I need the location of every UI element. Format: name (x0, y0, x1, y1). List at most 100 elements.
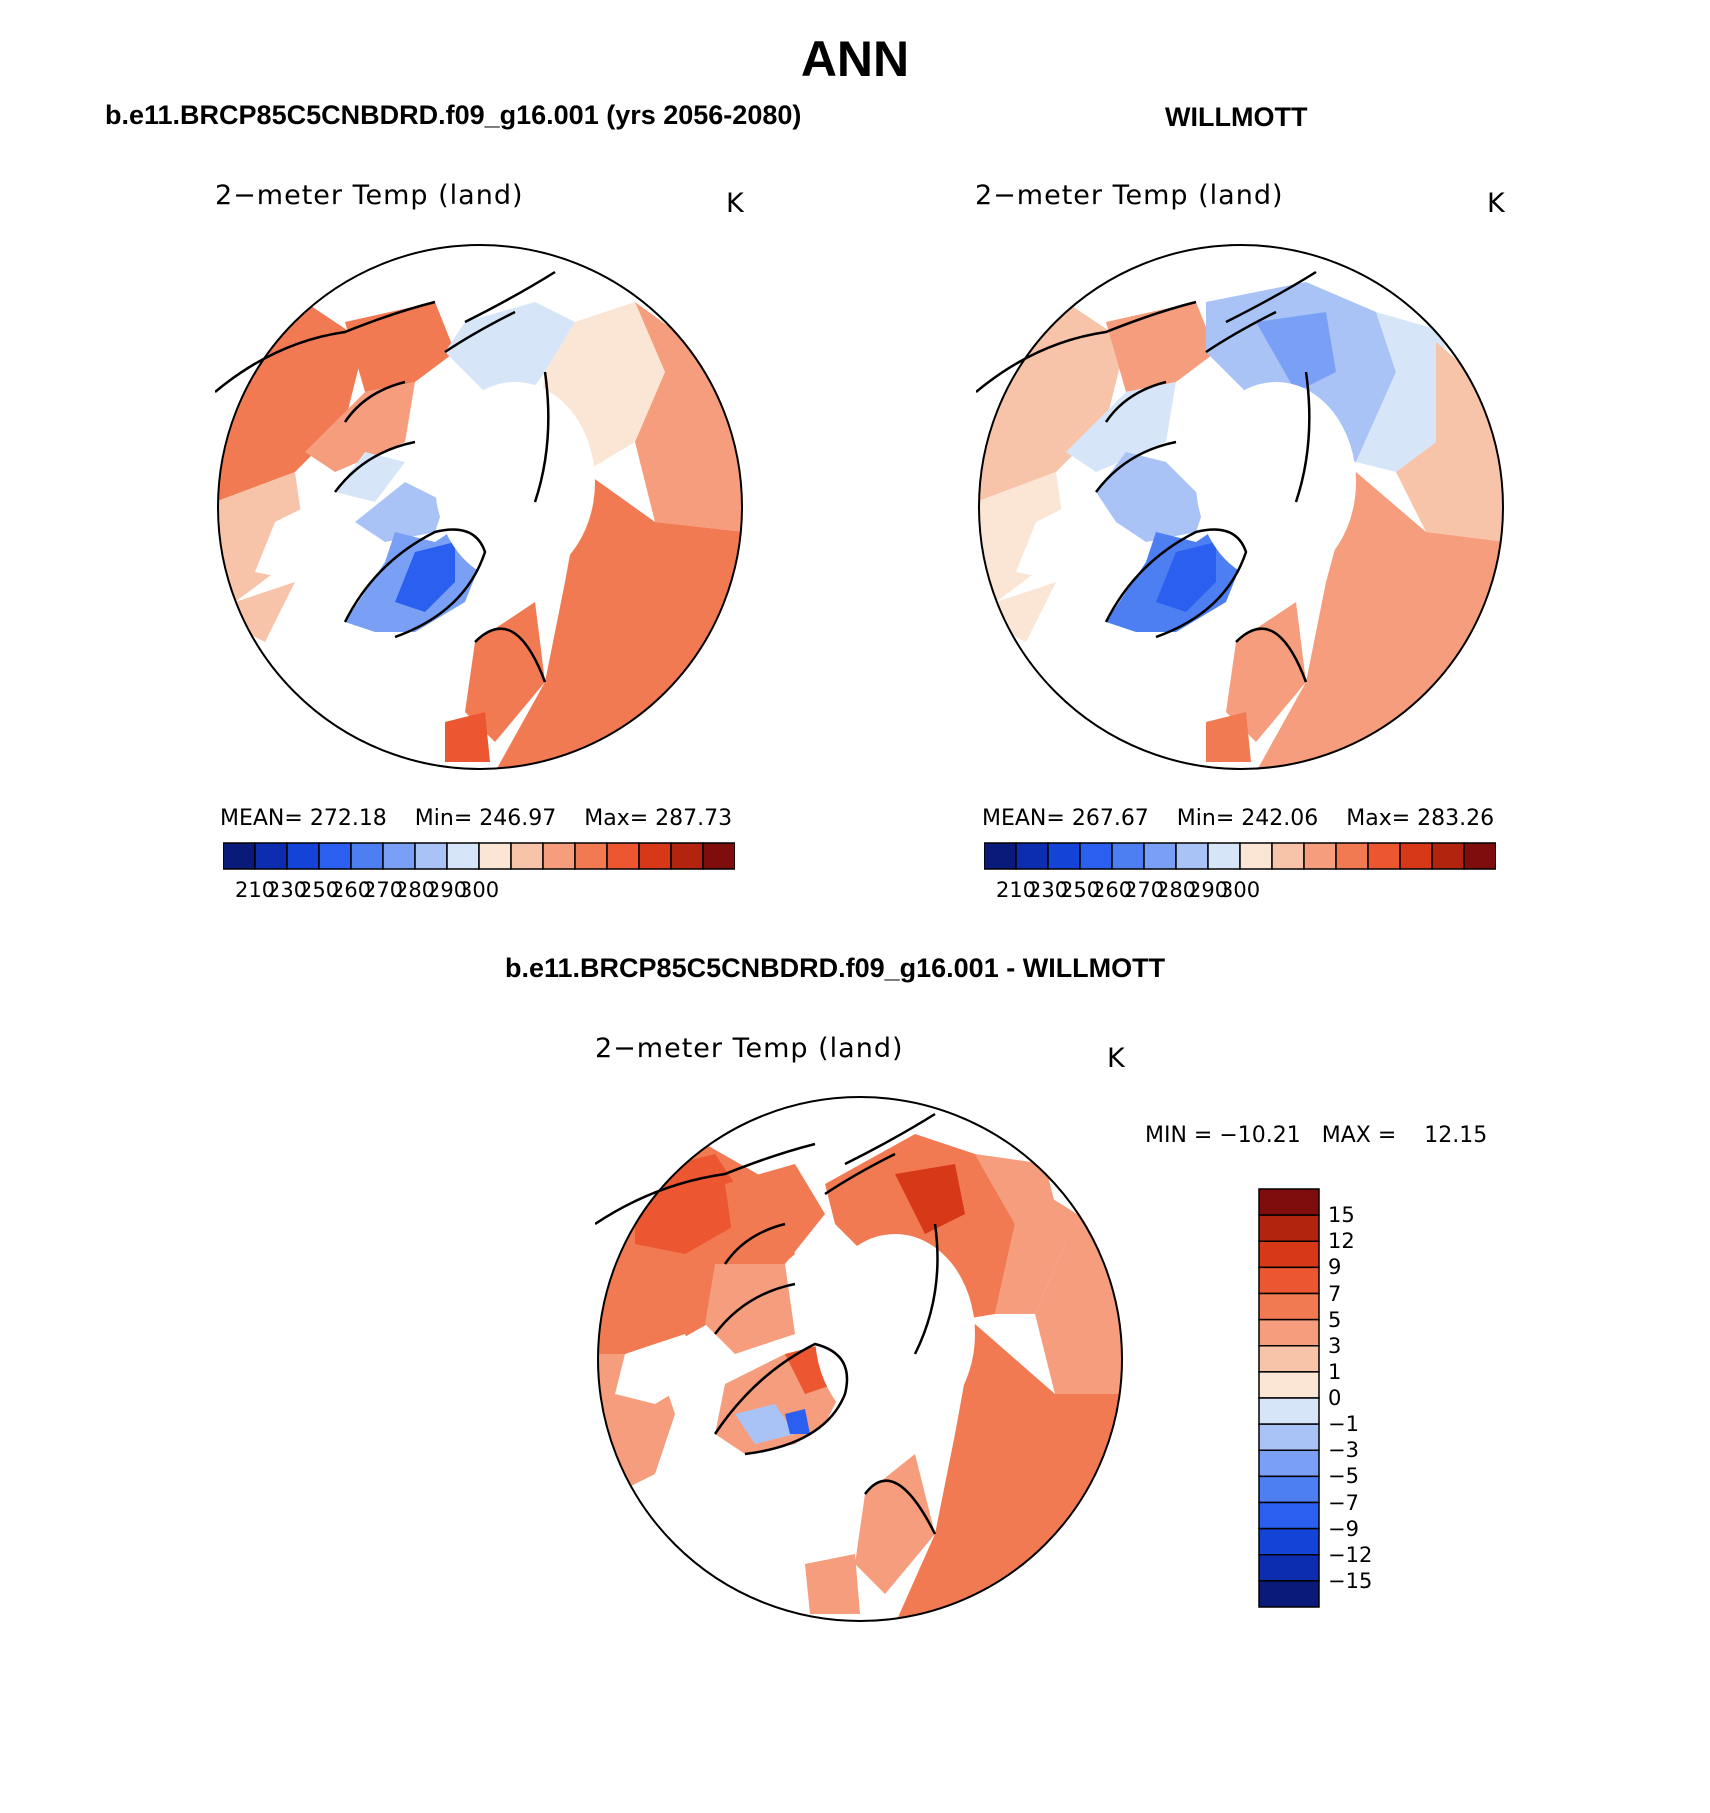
panel-1-colorbar-box (414, 842, 448, 870)
diff-colorbar-tick: −3 (1328, 1438, 1359, 1463)
panel-2-colorbar-tick: 230 (1028, 878, 1069, 902)
panel-1-min-value: 246.97 (479, 806, 557, 831)
panel-2-colorbar-box (1111, 842, 1145, 870)
panel-2-colorbar-tick: 280 (1156, 878, 1197, 902)
panel-1-colorbar-box (510, 842, 544, 870)
panel-2-colorbar-box (1303, 842, 1337, 870)
diff-colorbar-box (1258, 1371, 1320, 1399)
panel-2-colorbar-box (1399, 842, 1433, 870)
panel-2-colorbar-tick: 300 (1220, 878, 1261, 902)
diff-colorbar-box (1258, 1214, 1320, 1242)
panel-2-colorbar-box (1463, 842, 1496, 870)
diff-colorbar-tick: 0 (1328, 1386, 1342, 1410)
diff-colorbar-box (1258, 1397, 1320, 1425)
panel-1-colorbar-box (446, 842, 480, 870)
diff-polar-map (595, 1096, 1123, 1622)
panel-2-max-label: Max= (1346, 806, 1411, 831)
panel-1-mean-label: MEAN= (220, 806, 303, 831)
panel-1-colorbar-box (606, 842, 640, 870)
panel-2-colorbar-tick: 260 (1092, 878, 1133, 902)
panel-2-colorbar-tick: 270 (1124, 878, 1165, 902)
diff-field-label: 2−meter Temp (land) (595, 1033, 904, 1064)
panel-2-colorbar-box (1431, 842, 1465, 870)
panel-1-min-label: Min= (414, 806, 473, 831)
diff-colorbar-tick: −1 (1328, 1412, 1359, 1437)
panel-1-colorbar-box (286, 842, 320, 870)
diff-colorbar-box (1258, 1475, 1320, 1504)
panel-1-max-label: Max= (584, 806, 649, 831)
panel-2-colorbar-tick: 290 (1188, 878, 1229, 902)
panel-1-colorbar-box (542, 842, 576, 870)
panel-2-max-value: 283.26 (1417, 806, 1495, 831)
panel-1-colorbar-tick: 280 (395, 878, 436, 902)
diff-colorbar-ticks: 15 12 9 7 5 3 1 0 −1 −3 −5 −7 −9 −12 −15 (1328, 1188, 1408, 1608)
panel-1-colorbar (223, 842, 735, 870)
panel-1-colorbar-ticks: 210 230 250 260 270 280 290 300 (223, 878, 735, 908)
panel-1-colorbar-tick: 260 (331, 878, 372, 902)
diff-max-label: MAX = (1321, 1123, 1397, 1148)
diff-colorbar-box (1258, 1292, 1320, 1321)
diff-colorbar-box (1258, 1318, 1320, 1347)
panel-1-colorbar-box (350, 842, 384, 870)
panel-1-colorbar-box (254, 842, 288, 870)
panel-1-units: K (726, 188, 745, 219)
panel-1-colorbar-tick: 290 (427, 878, 468, 902)
panel-1-mean-value: 272.18 (309, 806, 387, 831)
panel-1-case-title: b.e11.BRCP85C5CNBDRD.f09_g16.001 (yrs 20… (105, 100, 802, 130)
panel-2-colorbar-box (1271, 842, 1305, 870)
diff-colorbar-box (1258, 1240, 1320, 1269)
panel-2-min-value: 242.06 (1241, 806, 1319, 831)
diff-colorbar (1258, 1188, 1320, 1608)
panel-1-stats: MEAN= 272.18 Min= 246.97 Max= 287.73 (220, 806, 732, 831)
panel-1-colorbar-tick: 270 (363, 878, 404, 902)
diff-colorbar-tick: 3 (1328, 1333, 1342, 1358)
panel-2-colorbar-box (1015, 842, 1049, 870)
panel-2-field-label: 2−meter Temp (land) (975, 180, 1284, 211)
panel-1-colorbar-tick: 210 (235, 878, 276, 902)
panel-2-colorbar-box (1175, 842, 1209, 870)
diff-colorbar-tick: −7 (1328, 1490, 1359, 1515)
diff-case-title: b.e11.BRCP85C5CNBDRD.f09_g16.001 - WILLM… (505, 953, 1166, 983)
diff-colorbar-box (1258, 1345, 1320, 1373)
panel-2-mean-label: MEAN= (982, 806, 1065, 831)
diff-colorbar-box (1258, 1501, 1320, 1530)
panel-1-colorbar-box (223, 842, 256, 870)
panel-2-case-title: WILLMOTT (1165, 102, 1308, 132)
panel-2-colorbar-tick: 210 (996, 878, 1037, 902)
panel-1-colorbar-box (318, 842, 352, 870)
panel-1-colorbar-tick: 230 (267, 878, 308, 902)
diff-colorbar-box (1258, 1449, 1320, 1478)
panel-1-field-label: 2−meter Temp (land) (215, 180, 524, 211)
panel-1-colorbar-box (382, 842, 416, 870)
panel-2-colorbar (984, 842, 1496, 870)
diff-colorbar-box (1258, 1266, 1320, 1295)
panel-1-max-value: 287.73 (655, 806, 733, 831)
panel-2-colorbar-box (1143, 842, 1177, 870)
diff-colorbar-tick: −12 (1328, 1542, 1373, 1567)
panel-1-colorbar-box (478, 842, 512, 870)
diff-colorbar-tick: 7 (1328, 1281, 1342, 1306)
diff-colorbar-box (1258, 1554, 1320, 1582)
panel-2-colorbar-box (1207, 842, 1241, 870)
diff-colorbar-box (1258, 1580, 1320, 1608)
panel-2-colorbar-box (1239, 842, 1273, 870)
panel-1-colorbar-tick: 250 (299, 878, 340, 902)
diff-colorbar-box (1258, 1188, 1320, 1216)
diff-colorbar-tick: 15 (1328, 1203, 1355, 1228)
panel-1-colorbar-box (702, 842, 735, 870)
diff-min-label: MIN = (1145, 1123, 1213, 1148)
main-title: ANN (800, 31, 910, 87)
diff-colorbar-tick: 12 (1328, 1229, 1355, 1254)
panel-2-stats: MEAN= 267.67 Min= 242.06 Max= 283.26 (982, 806, 1494, 831)
panel-2-colorbar-box (1079, 842, 1113, 870)
panel-2-colorbar-box (1367, 842, 1401, 870)
panel-2-colorbar-box (1335, 842, 1369, 870)
panel-1-colorbar-box (574, 842, 608, 870)
panel-2-colorbar-box (984, 842, 1017, 870)
diff-minmax: MIN = −10.21 MAX = 12.15 (1145, 1123, 1487, 1148)
panel-2-colorbar-tick: 250 (1060, 878, 1101, 902)
panel-1-colorbar-box (638, 842, 672, 870)
panel-1-polar-map (215, 244, 743, 770)
panel-2-min-label: Min= (1176, 806, 1235, 831)
diff-colorbar-tick: 5 (1328, 1307, 1342, 1332)
